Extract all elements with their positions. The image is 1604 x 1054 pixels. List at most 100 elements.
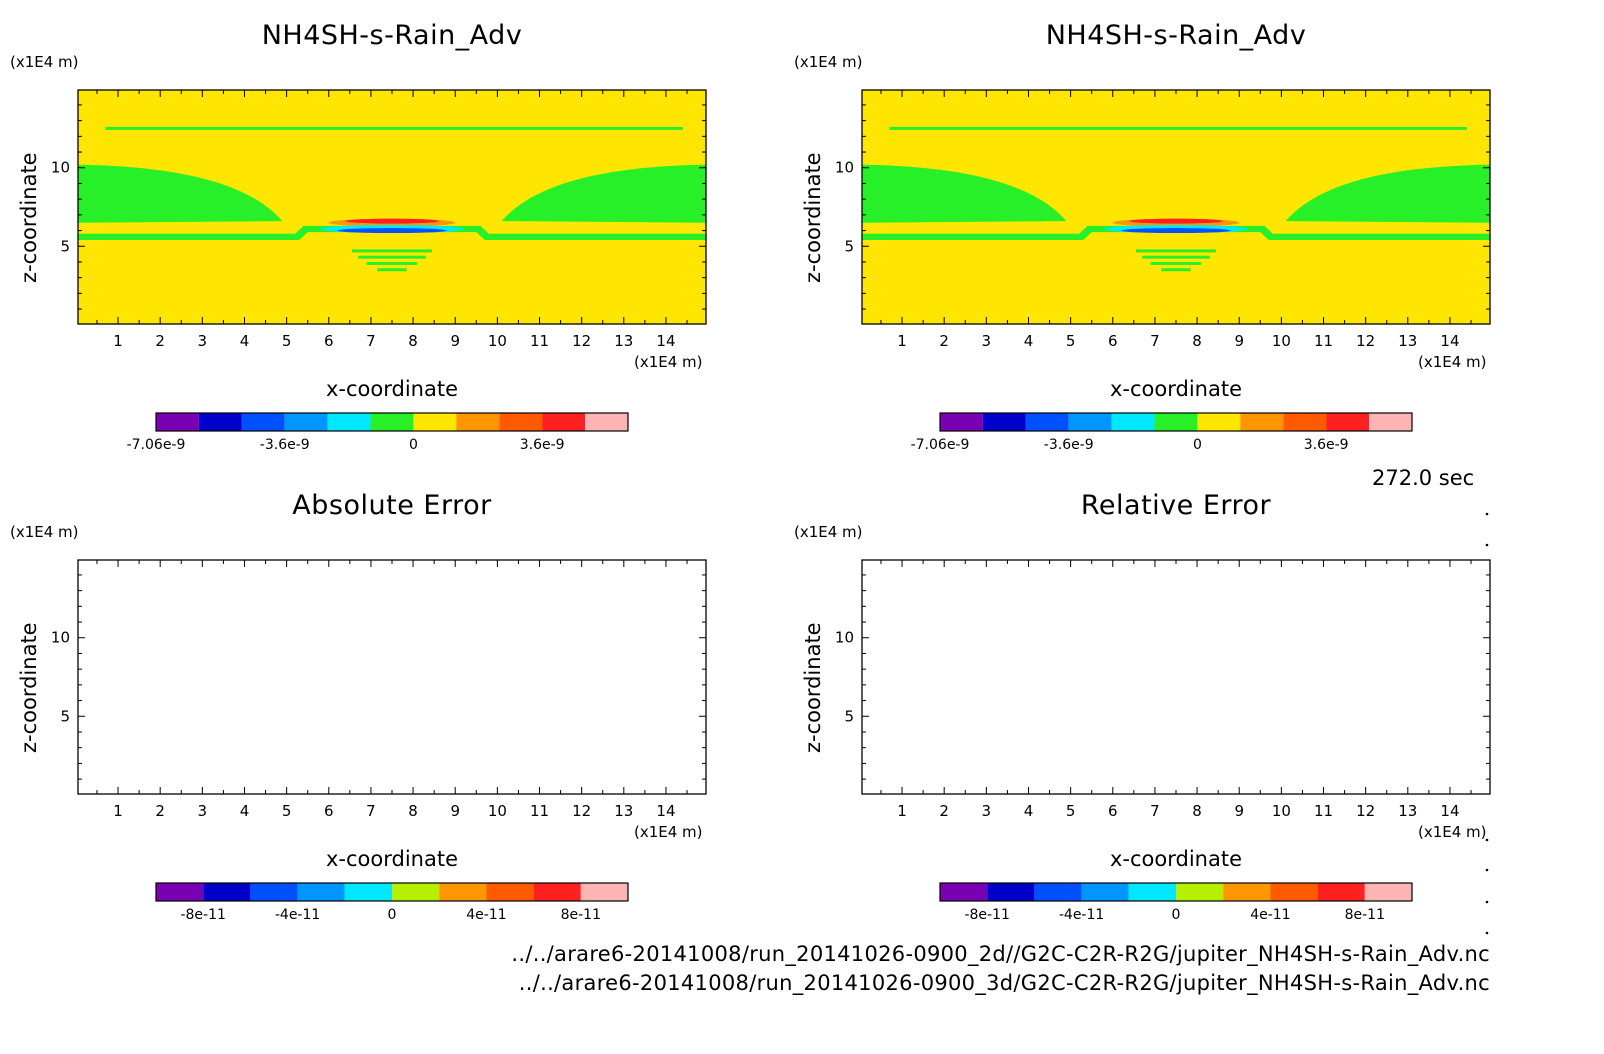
field-red-anomaly	[1129, 218, 1223, 224]
colorbar-label: -4e-11	[275, 907, 320, 923]
colorbar-swatch	[940, 413, 983, 431]
x-unit-label: (x1E4 m)	[634, 353, 703, 371]
colorbar-swatch	[486, 883, 534, 901]
colorbar-label: 0	[409, 437, 418, 453]
file-path-2d: ../../arare6-20141008/run_20141026-0900_…	[511, 942, 1490, 966]
colorbar-label: 3.6e-9	[1304, 437, 1349, 453]
colorbar-swatch	[327, 413, 371, 431]
x-tick-label: 14	[1440, 332, 1459, 350]
field-blue-anomaly	[337, 228, 447, 234]
time-label: 272.0 sec	[1372, 466, 1475, 490]
colorbar-swatch	[580, 883, 628, 901]
x-tick-label: 8	[1192, 332, 1202, 350]
colorbar-swatch	[1128, 883, 1176, 901]
colorbar-label: -7.06e-9	[911, 437, 970, 453]
colorbar-swatch	[1197, 413, 1241, 431]
y-tick-label: 5	[60, 237, 70, 255]
y-tick-label: 5	[844, 707, 854, 725]
x-tick-label: 14	[1440, 802, 1459, 820]
colorbar-swatch	[392, 883, 440, 901]
x-tick-label: 12	[572, 802, 591, 820]
x-tick-label: 10	[488, 332, 507, 350]
colorbar-label: 8e-11	[561, 907, 601, 923]
x-tick-label: 11	[530, 332, 549, 350]
colorbar-frame	[155, 882, 629, 902]
chart-title: NH4SH-s-Rain_Adv	[1045, 20, 1307, 51]
x-tick-label: 6	[1108, 332, 1118, 350]
x-tick-label: 13	[614, 332, 633, 350]
colorbar-swatch	[1068, 413, 1112, 431]
colorbar-swatch	[203, 883, 251, 901]
x-tick-label: 1	[897, 332, 907, 350]
x-tick-label: 14	[656, 802, 675, 820]
colorbar-swatch	[585, 413, 628, 431]
x-tick-label: 5	[282, 802, 292, 820]
x-unit-label: (x1E4 m)	[634, 823, 703, 841]
colorbar-swatch	[1034, 883, 1082, 901]
colorbar-swatch	[1270, 883, 1318, 901]
x-tick-label: 8	[408, 332, 418, 350]
field-green-upper-line	[105, 126, 683, 130]
x-tick-label: 10	[1272, 332, 1291, 350]
x-unit-label: (x1E4 m)	[1418, 353, 1487, 371]
colorbar-swatch	[1317, 883, 1365, 901]
field-green-left-lobe	[862, 164, 1067, 223]
colorbar-swatch	[1025, 413, 1069, 431]
colorbar-swatch	[1364, 883, 1412, 901]
field-green-scatter-2	[1142, 255, 1210, 259]
y-unit-label: (x1E4 m)	[794, 53, 863, 71]
x-tick-label: 10	[1272, 802, 1291, 820]
colorbar-swatch	[198, 413, 242, 431]
x-tick-label: 9	[450, 802, 460, 820]
contour-field	[862, 90, 1490, 324]
y-tick-label: 10	[835, 629, 854, 647]
field-green-scatter-2	[358, 255, 426, 259]
x-tick-label: 3	[982, 332, 992, 350]
colorbar-swatch	[982, 413, 1026, 431]
colorbar-swatch	[156, 883, 204, 901]
colorbar-swatch	[297, 883, 345, 901]
x-tick-label: 11	[1314, 802, 1333, 820]
x-tick-label: 3	[198, 332, 208, 350]
field-blue-anomaly	[1121, 228, 1231, 234]
colorbar-swatch	[284, 413, 328, 431]
field-green-scatter-1	[351, 249, 433, 253]
colorbar-label: 8e-11	[1345, 907, 1385, 923]
x-tick-label: 5	[1066, 332, 1076, 350]
colorbar-swatch	[542, 413, 586, 431]
edge-dot	[1485, 931, 1489, 935]
x-tick-label: 2	[939, 332, 949, 350]
x-tick-label: 4	[240, 802, 250, 820]
x-tick-label: 4	[240, 332, 250, 350]
colorbar-swatch	[499, 413, 543, 431]
colorbar-swatch	[940, 883, 988, 901]
colorbar-swatch	[1369, 413, 1412, 431]
x-tick-label: 9	[1234, 802, 1244, 820]
y-tick-label: 10	[835, 159, 854, 177]
x-tick-label: 12	[1356, 332, 1375, 350]
colorbar-frame	[155, 412, 629, 432]
x-tick-label: 9	[450, 332, 460, 350]
y-unit-label: (x1E4 m)	[794, 523, 863, 541]
colorbar-swatch	[1326, 413, 1370, 431]
colorbar-label: -3.6e-9	[260, 437, 310, 453]
colorbar-swatch	[439, 883, 487, 901]
colorbar-swatch	[1111, 413, 1155, 431]
chart-title: Absolute Error	[292, 490, 492, 521]
field-red-anomaly	[345, 218, 439, 224]
file-path-3d: ../../arare6-20141008/run_20141026-0900_…	[518, 971, 1490, 995]
colorbar-swatch	[250, 883, 298, 901]
colorbar-label: 0	[388, 907, 397, 923]
field-green-right-lobe	[1285, 164, 1490, 223]
colorbar-swatch	[344, 883, 392, 901]
x-tick-label: 12	[1356, 802, 1375, 820]
x-tick-label: 7	[366, 802, 376, 820]
chart-title: Relative Error	[1080, 490, 1272, 521]
colorbar-swatch	[1223, 883, 1271, 901]
colorbar-swatch	[987, 883, 1035, 901]
